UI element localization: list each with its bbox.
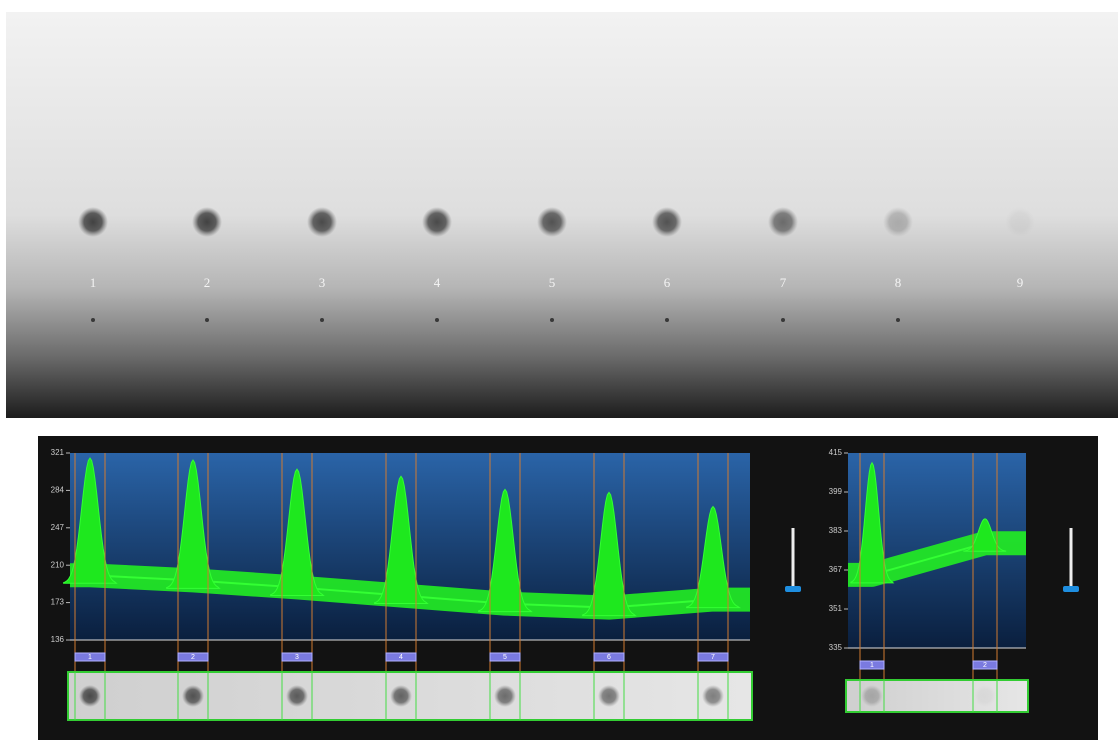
lane-tag — [972, 660, 998, 670]
strip-spot — [861, 685, 883, 707]
lane-tag — [177, 652, 209, 662]
y-tick-label: 351 — [829, 604, 843, 613]
y-tick-label: 367 — [829, 565, 843, 574]
lane-tag — [74, 652, 106, 662]
peak — [374, 475, 429, 605]
spot — [307, 207, 337, 237]
spot — [537, 207, 567, 237]
strip-spot — [494, 685, 516, 707]
origin-dot — [205, 318, 209, 322]
strip-spot — [79, 685, 101, 707]
spot-label: 4 — [434, 275, 441, 290]
strip-spot — [598, 685, 620, 707]
lane-label: 1 — [88, 654, 92, 661]
spot — [652, 207, 682, 237]
lane-tag — [489, 652, 521, 662]
spot-label: 2 — [204, 275, 211, 290]
y-tick-label: 247 — [51, 523, 65, 532]
spot-label: 1 — [90, 275, 97, 290]
origin-dot — [550, 318, 554, 322]
spot — [78, 207, 108, 237]
spot — [883, 207, 913, 237]
strip-spot — [182, 685, 204, 707]
strip-spot — [974, 685, 996, 707]
slider-thumb — [1063, 586, 1079, 592]
y-tick-label: 136 — [51, 635, 65, 644]
spot-label: 7 — [780, 275, 787, 290]
peak — [63, 457, 118, 584]
baseline-trace — [871, 542, 986, 576]
spot-label: 8 — [895, 275, 902, 290]
lane-label: 2 — [983, 662, 987, 669]
peak — [850, 461, 895, 584]
peak — [478, 488, 533, 613]
spot-label: 9 — [1017, 275, 1024, 290]
spot-label: 6 — [664, 275, 671, 290]
spot — [1005, 207, 1035, 237]
peak — [582, 491, 637, 617]
y-tick-label: 383 — [829, 526, 843, 535]
y-tick-label: 399 — [829, 487, 843, 496]
peak — [686, 505, 742, 609]
peak — [166, 459, 221, 589]
lane-label: 6 — [607, 654, 611, 661]
lane-label: 1 — [870, 662, 874, 669]
origin-dot — [896, 318, 900, 322]
spot — [422, 207, 452, 237]
lane-tag — [593, 652, 625, 662]
layer: 1 2 3 4 5 6 7 8 9 321 284 247 210 173 136 1 2 3 4 5 6 7 415 399… — [51, 207, 1079, 721]
strip-spot — [702, 685, 724, 707]
spot — [192, 207, 222, 237]
lane-label: 7 — [711, 654, 715, 661]
y-tick-label: 335 — [829, 643, 843, 652]
origin-dot — [665, 318, 669, 322]
origin-dot — [435, 318, 439, 322]
y-tick-label: 415 — [829, 448, 843, 457]
peak — [963, 518, 1007, 552]
lane-tag — [281, 652, 313, 662]
y-tick-label: 173 — [51, 598, 65, 607]
strip-spot — [390, 685, 412, 707]
origin-dot — [781, 318, 785, 322]
lane-label: 2 — [191, 654, 195, 661]
spot-label: 3 — [319, 275, 326, 290]
peak — [270, 468, 325, 596]
lane-label: 3 — [295, 654, 299, 661]
spot — [768, 207, 798, 237]
strip-spot — [286, 685, 308, 707]
origin-dot — [320, 318, 324, 322]
lane-label: 4 — [399, 654, 403, 661]
origin-dot — [91, 318, 95, 322]
lane-tag — [859, 660, 885, 670]
lane-tag — [697, 652, 729, 662]
lane-label: 5 — [503, 654, 507, 661]
y-tick-label: 284 — [51, 486, 65, 495]
y-tick-label: 210 — [51, 560, 65, 569]
spot-label: 5 — [549, 275, 556, 290]
slider-thumb — [785, 586, 801, 592]
y-tick-label: 321 — [51, 448, 65, 457]
lane-tag — [385, 652, 417, 662]
